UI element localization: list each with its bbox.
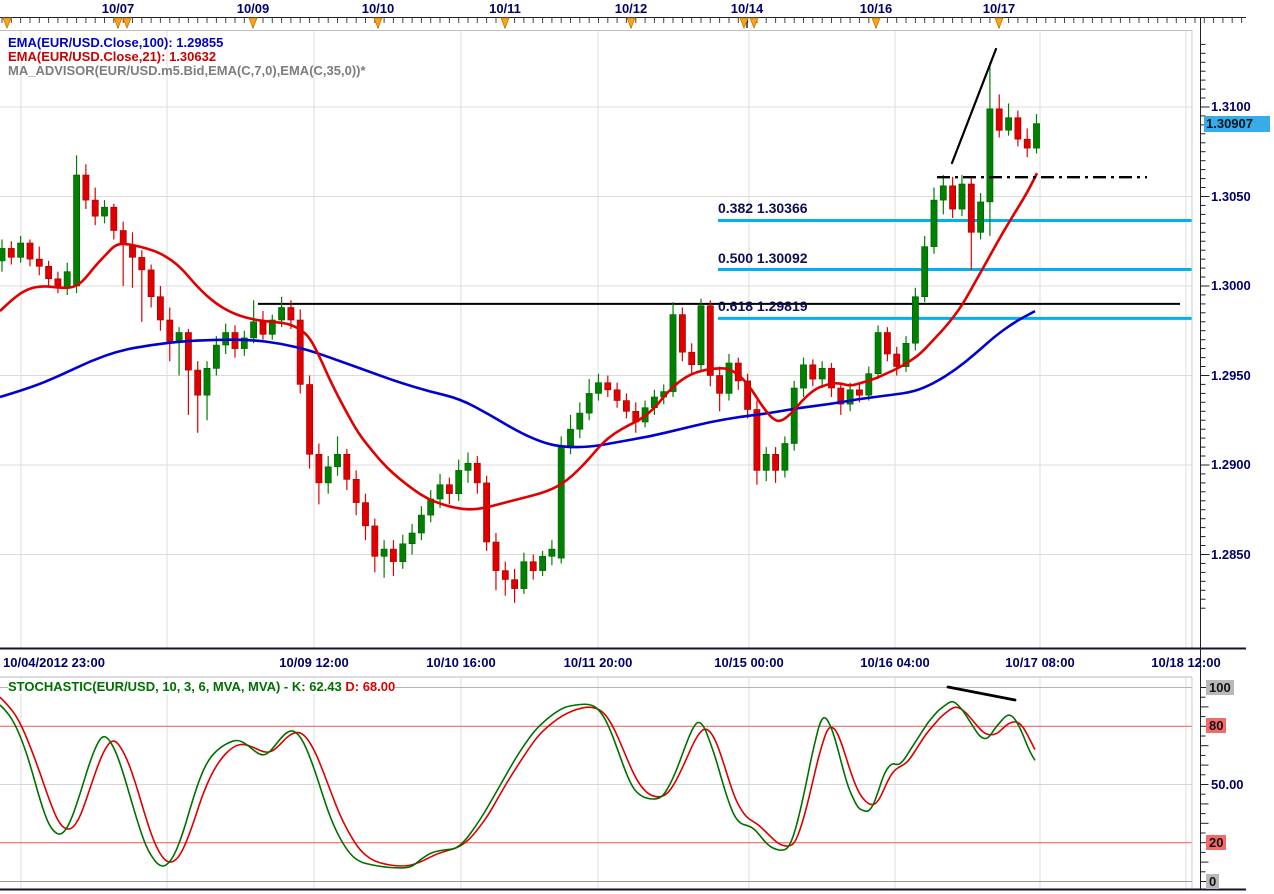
legend-ema21: EMA(EUR/USD.Close,21): 1.30632 (8, 49, 217, 64)
ema100-line (0, 309, 1036, 449)
event-marker-icon (113, 17, 123, 30)
stochastic-label: STOCHASTIC(EUR/USD, 10, 3, 6, MVA, MVA) … (8, 679, 292, 694)
top-axis-date-label: 10/10 (361, 1, 395, 16)
price-axis-label: 1.3100 (1211, 99, 1251, 114)
stochastic-axis-badge: 0 (1206, 873, 1220, 889)
price-trend-line (950, 47, 998, 165)
current-price-badge: 1.30907 (1204, 115, 1270, 132)
event-marker-icon (500, 17, 510, 30)
stochastic-axis-badge: 100 (1206, 679, 1234, 695)
bottom-axis-date-label: 10/11 20:00 (563, 655, 633, 670)
top-axis-date-label: 10/12 (614, 1, 648, 16)
price-axis-label: 1.2850 (1211, 546, 1251, 562)
top-axis-date-label: 10/16 (859, 1, 893, 16)
stochastic-k-value: K: 62.43 (291, 679, 342, 694)
price-axis-label: 1.3050 (1211, 188, 1251, 204)
price-axis-label: 1.3000 (1211, 278, 1251, 293)
stochastic-axis-label: 50.00 (1211, 776, 1244, 792)
event-marker-icon (739, 17, 749, 30)
stochastic-trend-line (946, 685, 1017, 702)
stochastic-d-line (0, 696, 1036, 867)
stochastic-axis-badge: 80 (1206, 718, 1227, 734)
gridlines (0, 30, 1192, 889)
legend-ma-advisor: MA_ADVISOR(EUR/USD.m5.Bid,EMA(C,7,0),EMA… (8, 63, 366, 78)
event-marker-icon (626, 17, 636, 30)
top-axis-date-label: 10/11 (489, 1, 521, 16)
price-axis-label: 1.2950 (1211, 367, 1251, 383)
bottom-axis-date-label: 10/15 00:00 (714, 655, 784, 670)
axes[interactable] (0, 17, 1246, 891)
bottom-axis-date-label: 10/18 12:00 (1151, 655, 1221, 670)
fibonacci-retracement-lines (718, 218, 1192, 320)
stochastic-axis-badge: 20 (1206, 834, 1227, 850)
legend-ema100: EMA(EUR/USD.Close,100): 1.29855 (8, 35, 224, 50)
stochastic-k-line (0, 700, 1036, 869)
stochastic-d-value: D: 68.00 (341, 679, 396, 694)
event-marker-icon (2, 17, 12, 30)
bottom-axis-date-label: 10/04/2012 23:00 (3, 655, 105, 670)
bottom-axis-date-label: 10/10 16:00 (426, 655, 496, 670)
event-marker-icon (749, 17, 759, 30)
fib-level-label: 0.500 1.30092 (718, 249, 808, 266)
ema21-line (0, 172, 1039, 511)
fib-level-label: 0.618 1.29819 (718, 298, 808, 315)
event-markers (2, 17, 1004, 30)
candlestick-series (0, 62, 1040, 603)
top-axis-date-label: 10/14 (730, 1, 764, 16)
event-marker-icon (248, 17, 258, 30)
stochastic-legend: STOCHASTIC(EUR/USD, 10, 3, 6, MVA, MVA) … (8, 679, 396, 694)
top-axis-date-label: 10/09 (236, 1, 270, 16)
event-marker-icon (373, 17, 383, 30)
bottom-axis-date-label: 10/09 12:00 (279, 655, 349, 670)
bottom-axis-date-label: 10/16 04:00 (860, 655, 930, 670)
event-marker-icon (122, 17, 132, 30)
fib-level-label: 0.382 1.30366 (718, 200, 808, 217)
event-marker-icon (994, 17, 1004, 30)
price-axis-label: 1.2900 (1211, 457, 1251, 472)
event-marker-icon (871, 17, 881, 30)
top-axis-date-label: 10/07 (101, 1, 135, 16)
bottom-axis-date-label: 10/17 08:00 (1005, 655, 1075, 670)
top-axis-date-label: 10/17 (982, 1, 1016, 16)
